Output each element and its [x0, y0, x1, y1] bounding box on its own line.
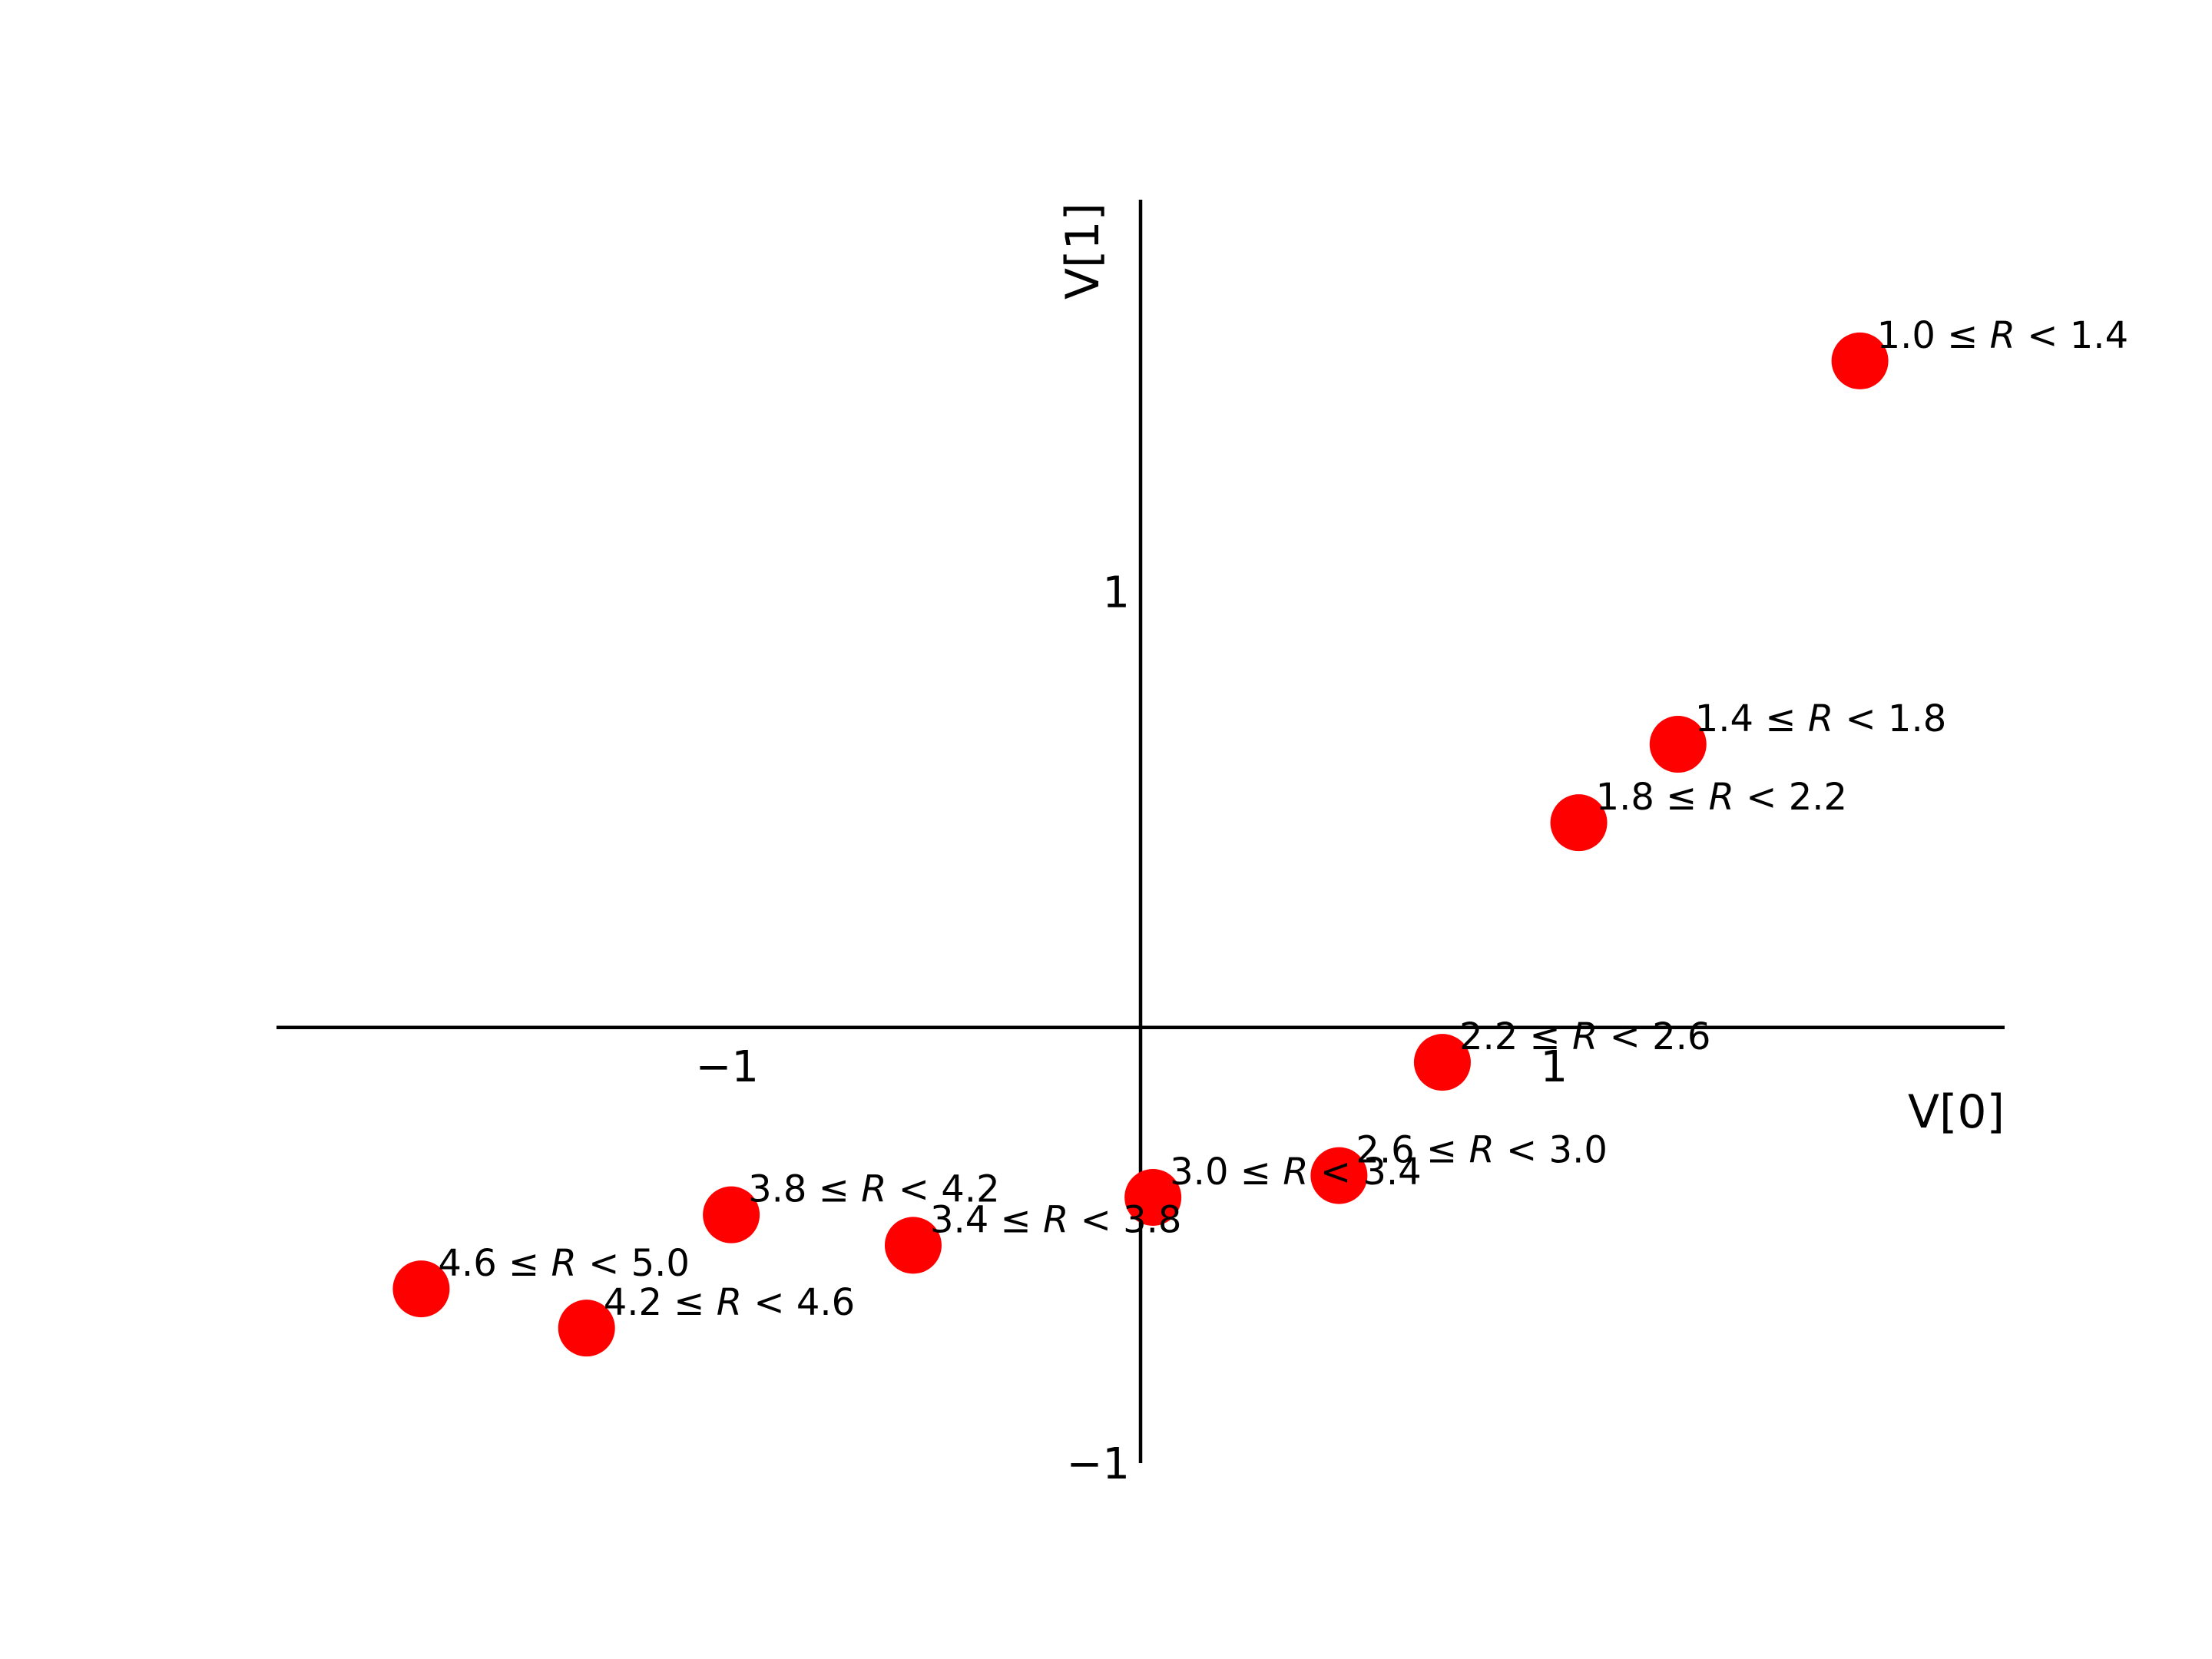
axes: [276, 200, 2005, 1463]
point-label: 3.4 ≤ R < 3.8: [930, 1198, 1182, 1241]
point-label: 2.2 ≤ R < 2.6: [1459, 1015, 1711, 1058]
data-point: [703, 1186, 760, 1243]
point-label: 1.8 ≤ R < 2.2: [1596, 776, 1848, 819]
data-point: [1831, 332, 1889, 389]
x-tick-label: 1: [1540, 1042, 1568, 1092]
x-axis-label: V[0]: [1908, 1085, 2005, 1139]
y-tick-label: −1: [1066, 1439, 1130, 1489]
point-label: 2.6 ≤ R < 3.0: [1356, 1129, 1608, 1172]
point-label: 3.8 ≤ R < 4.2: [748, 1168, 1000, 1211]
tick-labels: −1 1 −1 1: [695, 568, 1568, 1489]
point-label: 3.0 ≤ R < 3.4: [1170, 1151, 1422, 1194]
data-point: [1413, 1034, 1471, 1091]
y-tick-label: 1: [1102, 568, 1130, 618]
point-label: 4.2 ≤ R < 4.6: [604, 1281, 856, 1324]
data-point: [1310, 1147, 1368, 1204]
data-points: [392, 332, 1889, 1357]
point-label: 1.0 ≤ R < 1.4: [1877, 314, 2129, 357]
data-point: [392, 1260, 450, 1318]
data-point: [1124, 1168, 1182, 1226]
point-label: 1.4 ≤ R < 1.8: [1695, 697, 1947, 740]
data-point: [1649, 716, 1707, 773]
point-labels: 1.0 ≤ R < 1.4 1.4 ≤ R < 1.8 1.8 ≤ R < 2.2 2…: [438, 314, 2128, 1324]
x-tick-label: −1: [695, 1042, 759, 1092]
point-label: 4.6 ≤ R < 5.0: [438, 1242, 690, 1285]
data-point: [1550, 794, 1608, 852]
y-axis-label: V[1]: [1056, 203, 1110, 300]
data-point: [558, 1300, 615, 1357]
data-point: [884, 1217, 942, 1274]
